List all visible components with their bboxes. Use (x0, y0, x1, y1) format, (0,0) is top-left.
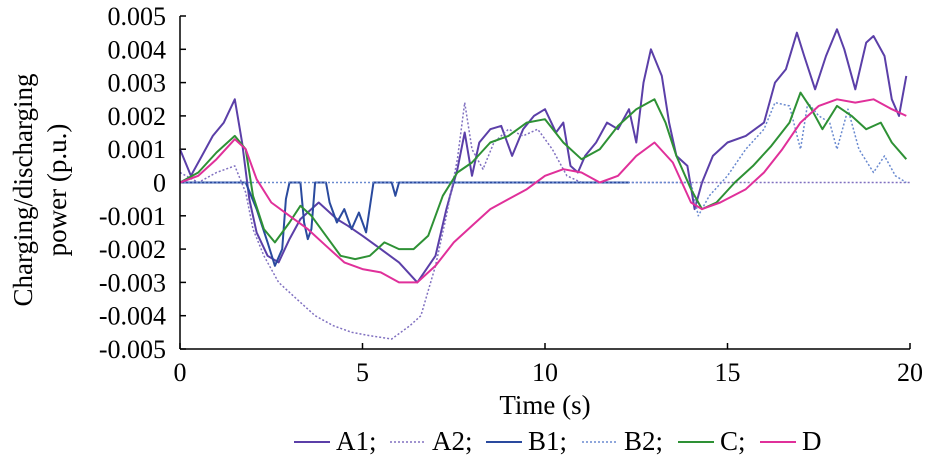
x-tick-label: 15 (715, 358, 741, 387)
x-axis-ticks: 0 5 10 15 20 (174, 343, 923, 387)
series-layer (179, 28, 910, 340)
x-tick-label: 0 (174, 358, 187, 387)
axes (179, 16, 910, 350)
y-tick-label: -0.004 (99, 302, 166, 331)
legend-label: A2; (432, 426, 473, 456)
series-line-d (179, 98, 907, 284)
x-tick-label: 20 (897, 358, 923, 387)
series-line-a1 (179, 28, 908, 284)
y-axis-ticks: 0.005 0.004 0.003 0.002 0.001 0 -0.001 -0.002 -0… (99, 2, 186, 364)
legend-label: A1; (336, 426, 377, 456)
legend-label: B1; (528, 426, 567, 456)
legend-label: B2; (624, 426, 663, 456)
y-tick-label: -0.003 (99, 268, 166, 297)
y-tick-label: 0.001 (108, 135, 167, 164)
y-tick-label: -0.001 (99, 202, 166, 231)
series-line-c (179, 91, 908, 261)
x-tick-label: 10 (532, 358, 558, 387)
series-line-b2 (180, 101, 907, 217)
y-axis-title: Charging/discharging power (p.u.) (8, 74, 72, 307)
y-tick-label: 0.002 (108, 102, 167, 131)
legend-label: C; (720, 426, 746, 456)
x-axis-title: Time (s) (499, 390, 590, 420)
legend-label: D (802, 426, 822, 456)
series-line-b1 (180, 181, 629, 267)
y-tick-label: -0.005 (99, 335, 166, 364)
y-axis-title-line1: Charging/discharging (8, 74, 38, 307)
y-tick-label: 0.004 (108, 35, 167, 64)
x-tick-label: 5 (356, 358, 369, 387)
legend: A1; A2; B1; B2; C; D (294, 426, 822, 456)
y-tick-label: 0 (153, 169, 166, 198)
y-tick-label: 0.005 (108, 2, 167, 31)
y-axis-title-line2: power (p.u.) (42, 124, 72, 257)
y-tick-label: -0.002 (99, 235, 166, 264)
y-tick-label: 0.003 (108, 69, 167, 98)
